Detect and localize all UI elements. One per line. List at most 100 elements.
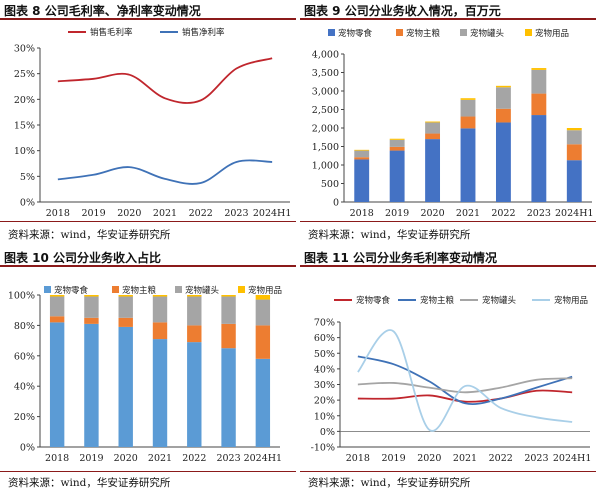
x-tick-label: 2021 — [148, 453, 172, 464]
figure-9-panel: 图表 9 公司分业务收入情况，百万元 0 500 1,000 1,500 2,000 2,… — [300, 0, 600, 247]
legend-swatch — [328, 29, 335, 36]
y-tick-label: 5% — [20, 172, 35, 183]
x-tick-label: 2018 — [46, 208, 70, 219]
bar-segment — [255, 325, 271, 359]
figure-10-chart: 0% 20% 40% 60% 80% 100% 2018 2019 2020 2021 2022 20… — [8, 285, 283, 464]
bar-segment — [187, 296, 202, 326]
y-tick-label: 0% — [20, 198, 35, 209]
x-tick-label: 2024H1 — [244, 453, 283, 464]
figure-9-title: 图表 9 公司分业务收入情况，百万元 — [304, 4, 501, 18]
x-tick-label: 2018 — [45, 453, 69, 464]
bar-segment — [152, 296, 168, 323]
x-tick-label: 2020 — [420, 208, 444, 219]
bar-segment — [566, 130, 582, 145]
bar-segment — [49, 296, 65, 317]
x-tick-label: 2021 — [456, 208, 480, 219]
y-tick-label: 2,000 — [312, 124, 339, 135]
title-rule — [0, 18, 296, 20]
bar-segment — [49, 295, 65, 297]
bar-segment — [118, 295, 133, 297]
bar-segment — [531, 69, 547, 94]
x-tick-label: 2022 — [491, 208, 515, 219]
y-tick-label: 40% — [314, 364, 335, 375]
y-tick-label: 10% — [314, 411, 335, 422]
legend-label: 宠物用品 — [554, 295, 588, 306]
bar-segment — [255, 295, 271, 300]
x-tick-label: 2022 — [189, 208, 213, 219]
y-tick-label: 60% — [14, 351, 35, 362]
y-tick-label: 20% — [14, 412, 35, 423]
bar-segment — [255, 299, 271, 326]
legend-label: 宠物零食 — [356, 295, 391, 306]
bar-segment — [221, 295, 236, 297]
bar-segment — [425, 133, 441, 140]
bar-segment — [152, 322, 168, 340]
y-tick-label: 20% — [314, 396, 335, 407]
y-tick-label: 500 — [321, 179, 339, 190]
source-rule — [0, 471, 296, 472]
bar-segment — [495, 85, 511, 88]
bar-segment — [389, 146, 405, 151]
figure-11-title: 图表 11 公司分业务毛利率变动情况 — [304, 251, 498, 265]
bar-segment — [389, 139, 405, 147]
bar-segment — [187, 295, 202, 297]
figure-8-title: 图表 8 公司毛利率、净利率变动情况 — [4, 4, 201, 18]
bar-segment — [566, 128, 582, 131]
y-tick-label: 3,000 — [312, 87, 339, 98]
title-rule — [0, 265, 296, 267]
bar-segment — [495, 108, 511, 123]
figure-8-panel: 图表 8 公司毛利率、净利率变动情况 0% 5% 10% 15% 20% 25% 30% 20… — [0, 0, 300, 247]
source-rule — [0, 221, 296, 222]
bar-segment — [354, 157, 370, 160]
figure-11-chart: -10% 0% 10% 20% 30% 40% 50% 60% 70% 2018 2019 2020 2… — [311, 295, 592, 464]
legend-label: 宠物用品 — [535, 28, 569, 39]
bar-segment — [566, 144, 582, 161]
y-tick-label: 70% — [314, 318, 335, 329]
y-tick-label: 10% — [14, 146, 35, 157]
x-tick-label: 2023 — [527, 208, 551, 219]
figure-8-chart: 0% 5% 10% 15% 20% 25% 30% 2018 2019 2020 2021 2022 2… — [14, 27, 292, 219]
y-tick-label: 15% — [14, 121, 35, 132]
series-line — [357, 329, 573, 432]
y-tick-label: -10% — [311, 443, 335, 454]
bar-segment — [221, 348, 236, 447]
figure-10-source: 资料来源：wind，华安证券研究所 — [8, 477, 171, 489]
bar-segment — [152, 295, 168, 297]
bar-segment — [531, 68, 547, 70]
legend-label: 销售净利率 — [182, 27, 225, 38]
bar-segment — [84, 317, 99, 324]
x-tick-label: 2022 — [489, 453, 513, 464]
legend-swatch — [460, 29, 467, 36]
x-tick-label: 2020 — [117, 208, 141, 219]
bar-segment — [152, 339, 168, 447]
legend-label: 销售毛利率 — [90, 27, 133, 38]
figure-9-chart: 0 500 1,000 1,500 2,000 2,500 3,000 3,500 4,000 2… — [312, 28, 594, 219]
figure-11-panel: 图表 11 公司分业务毛利率变动情况 -10% 0% 10% 20% 30% 40% 50%… — [300, 247, 600, 493]
legend-swatch — [396, 29, 403, 36]
y-tick-label: 3,500 — [312, 68, 339, 79]
legend-label: 宠物零食 — [54, 285, 89, 296]
y-tick-label: 30% — [14, 44, 35, 55]
title-rule — [300, 18, 596, 20]
figure-8-source: 资料来源：wind，华安证券研究所 — [8, 229, 171, 241]
series-line — [357, 389, 573, 403]
legend-swatch — [175, 286, 182, 293]
bar-segment — [460, 98, 476, 100]
y-tick-label: 0% — [20, 443, 35, 454]
y-tick-label: 1,000 — [312, 161, 339, 172]
y-tick-label: 100% — [8, 291, 35, 302]
legend-label: 宠物用品 — [248, 285, 282, 296]
x-tick-label: 2020 — [114, 453, 138, 464]
bar-segment — [84, 296, 99, 318]
figure-11-source: 资料来源：wind，华安证券研究所 — [308, 477, 471, 489]
figure-9-source: 资料来源：wind，华安证券研究所 — [308, 229, 471, 241]
bar-segment — [495, 122, 511, 202]
y-tick-label: 2,500 — [312, 105, 339, 116]
legend-label: 宠物零食 — [338, 28, 373, 39]
title-rule — [300, 265, 596, 267]
bar-segment — [255, 358, 271, 447]
legend-label: 宠物罐头 — [185, 285, 220, 296]
bar-segment — [118, 317, 133, 327]
x-tick-label: 2019 — [81, 208, 105, 219]
bar-segment — [425, 139, 441, 202]
